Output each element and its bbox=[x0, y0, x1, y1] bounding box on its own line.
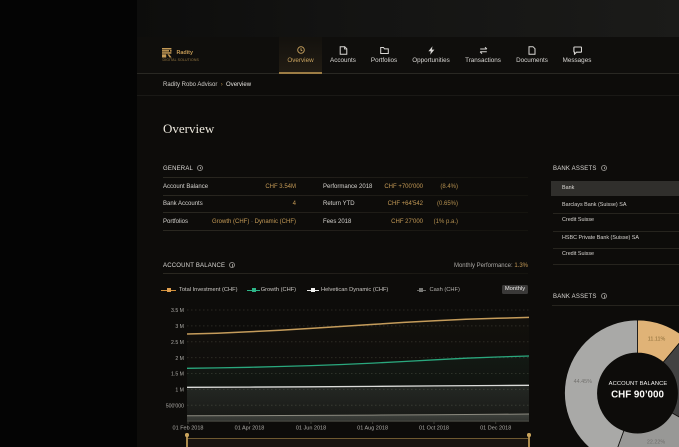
svg-text:01 Jun 2018: 01 Jun 2018 bbox=[296, 426, 326, 432]
svg-text:2.5 M: 2.5 M bbox=[171, 340, 184, 346]
svg-text:01 Oct 2018: 01 Oct 2018 bbox=[419, 426, 449, 432]
svg-text:1.5 M: 1.5 M bbox=[171, 372, 184, 378]
svg-text:ACCOUNT BALANCE: ACCOUNT BALANCE bbox=[609, 381, 668, 387]
svg-text:1 M: 1 M bbox=[175, 388, 184, 394]
svg-text:3 M: 3 M bbox=[175, 324, 184, 330]
svg-text:01 Apr 2018: 01 Apr 2018 bbox=[235, 426, 265, 432]
svg-text:3.5 M: 3.5 M bbox=[171, 308, 184, 314]
svg-text:01 Dec 2018: 01 Dec 2018 bbox=[480, 426, 511, 432]
svg-text:44.45%: 44.45% bbox=[574, 379, 592, 385]
svg-text:CHF 90’000: CHF 90’000 bbox=[611, 390, 664, 401]
svg-text:500'000: 500'000 bbox=[166, 404, 184, 410]
svg-text:01 Feb 2018: 01 Feb 2018 bbox=[173, 426, 204, 432]
svg-text:2 M: 2 M bbox=[175, 356, 184, 362]
svg-text:01 Aug 2018: 01 Aug 2018 bbox=[357, 426, 388, 432]
svg-text:11.11%: 11.11% bbox=[648, 337, 666, 343]
svg-text:22.22%: 22.22% bbox=[647, 440, 665, 446]
